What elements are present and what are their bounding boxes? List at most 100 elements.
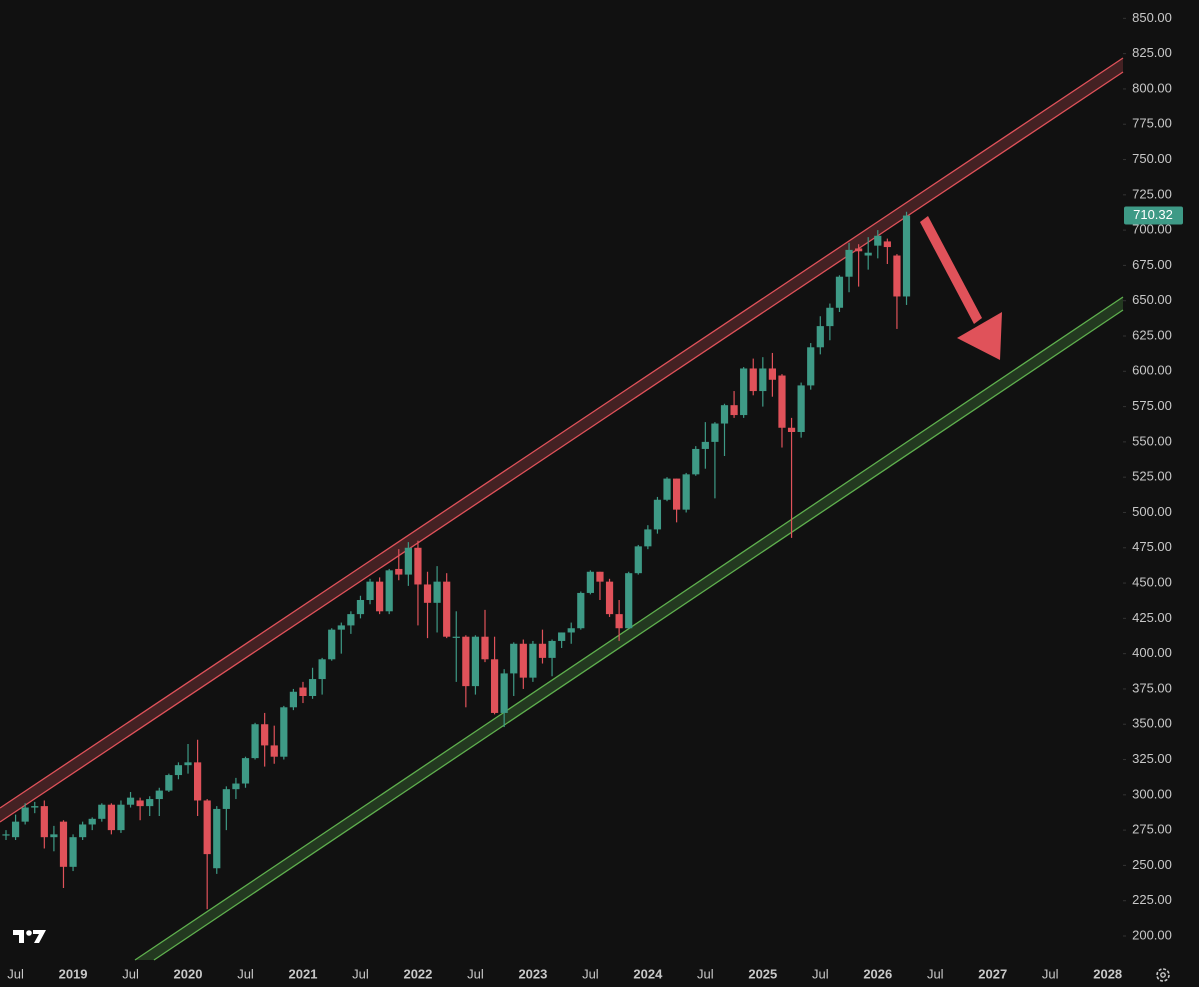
candle-body bbox=[98, 804, 106, 819]
candle-body bbox=[174, 765, 183, 776]
candle-body bbox=[835, 276, 844, 308]
candle-body bbox=[462, 636, 470, 687]
candle-body bbox=[289, 691, 297, 708]
candle-body bbox=[376, 581, 384, 612]
gear[interactable] bbox=[1156, 968, 1170, 982]
candle-body bbox=[510, 643, 518, 674]
candle-body bbox=[481, 636, 489, 660]
candle-body bbox=[155, 790, 163, 800]
x-tick-label: 2020 bbox=[174, 966, 203, 981]
candle-body bbox=[59, 821, 68, 867]
arrow-shaft bbox=[920, 216, 982, 324]
candle-body bbox=[883, 241, 891, 248]
logo-mark bbox=[26, 930, 32, 936]
y-tick-label: 550.00 bbox=[1132, 433, 1172, 448]
candle-body bbox=[625, 573, 633, 629]
y-tick-label: 775.00 bbox=[1132, 116, 1172, 131]
candle-body bbox=[11, 821, 20, 838]
support-line bbox=[134, 296, 1124, 961]
candle-body bbox=[21, 807, 29, 822]
candle-body bbox=[644, 529, 652, 547]
y-tick-label: 750.00 bbox=[1132, 151, 1172, 166]
candle-body bbox=[404, 547, 412, 575]
candle-body bbox=[711, 423, 719, 442]
candle-body bbox=[548, 640, 556, 658]
candle-body bbox=[423, 584, 432, 603]
x-tick-label: Jul bbox=[122, 966, 139, 981]
y-tick-label: 300.00 bbox=[1132, 786, 1172, 801]
x-tick-label: 2019 bbox=[59, 966, 88, 981]
y-tick-label: 725.00 bbox=[1132, 186, 1172, 201]
candle-body bbox=[490, 659, 499, 713]
candle-body bbox=[79, 824, 87, 838]
candle-body bbox=[366, 581, 374, 600]
resistance-line bbox=[0, 71, 1124, 823]
candle-body bbox=[126, 797, 135, 805]
logo bbox=[13, 930, 46, 943]
candle-body bbox=[701, 441, 709, 449]
candle-body bbox=[2, 834, 10, 836]
candle-body bbox=[452, 636, 460, 638]
candle-body bbox=[519, 643, 527, 678]
candle-body bbox=[328, 629, 336, 660]
candle-body bbox=[538, 643, 547, 658]
candle-body bbox=[107, 804, 115, 831]
candle-body bbox=[778, 375, 786, 428]
x-tick-label: 2026 bbox=[863, 966, 892, 981]
y-tick-label: 600.00 bbox=[1132, 363, 1172, 378]
candle-body bbox=[673, 478, 681, 510]
candle-body bbox=[855, 248, 863, 252]
candle-body bbox=[740, 368, 748, 416]
x-tick-label: Jul bbox=[927, 966, 944, 981]
x-tick-label: 2021 bbox=[289, 966, 318, 981]
y-tick-label: 425.00 bbox=[1132, 610, 1172, 625]
support-channel bbox=[134, 296, 1124, 961]
candle-body bbox=[385, 570, 393, 612]
y-tick-label: 350.00 bbox=[1132, 716, 1172, 731]
y-tick-label: 325.00 bbox=[1132, 751, 1172, 766]
candle-body bbox=[146, 799, 154, 807]
candle-body bbox=[222, 789, 230, 809]
candle-body bbox=[874, 235, 882, 246]
candle-body bbox=[261, 724, 269, 746]
x-tick-label: Jul bbox=[467, 966, 484, 981]
candle-body bbox=[395, 568, 403, 575]
candle-body bbox=[797, 385, 805, 432]
candles bbox=[2, 211, 911, 910]
candle-body bbox=[749, 368, 757, 392]
candle-body bbox=[787, 427, 796, 432]
y-tick-label: 450.00 bbox=[1132, 574, 1172, 589]
candle-body bbox=[69, 837, 77, 867]
candle-body bbox=[893, 255, 901, 297]
gear-center[interactable] bbox=[1160, 972, 1166, 978]
x-tick-label: 2023 bbox=[518, 966, 547, 981]
arrow-head bbox=[957, 312, 1002, 360]
candle-body bbox=[730, 405, 738, 416]
candle-body bbox=[634, 546, 642, 574]
candle-body bbox=[605, 581, 614, 615]
x-tick-label: Jul bbox=[352, 966, 369, 981]
x-tick-label: Jul bbox=[237, 966, 254, 981]
candle-body bbox=[692, 448, 700, 475]
x-tick-label: 2024 bbox=[633, 966, 663, 981]
y-tick-label: 400.00 bbox=[1132, 645, 1172, 660]
candle-body bbox=[88, 818, 96, 825]
candle-body bbox=[577, 592, 585, 629]
x-tick-label: Jul bbox=[1042, 966, 1059, 981]
candle-body bbox=[136, 800, 144, 807]
candle-body bbox=[443, 581, 451, 637]
candle-body bbox=[203, 800, 211, 855]
candle-body bbox=[682, 474, 690, 510]
y-tick-label: 250.00 bbox=[1132, 857, 1172, 872]
y-tick-label: 375.00 bbox=[1132, 680, 1172, 695]
x-tick-label: 2027 bbox=[978, 966, 1007, 981]
candle-body bbox=[347, 614, 355, 626]
candle-body bbox=[615, 614, 623, 629]
y-tick-label: 800.00 bbox=[1132, 80, 1172, 95]
x-tick-label: 2028 bbox=[1093, 966, 1122, 981]
settings-icon[interactable] bbox=[1156, 968, 1170, 982]
y-tick-label: 625.00 bbox=[1132, 327, 1172, 342]
y-tick-label: 825.00 bbox=[1132, 45, 1172, 60]
y-tick-label: 475.00 bbox=[1132, 539, 1172, 554]
